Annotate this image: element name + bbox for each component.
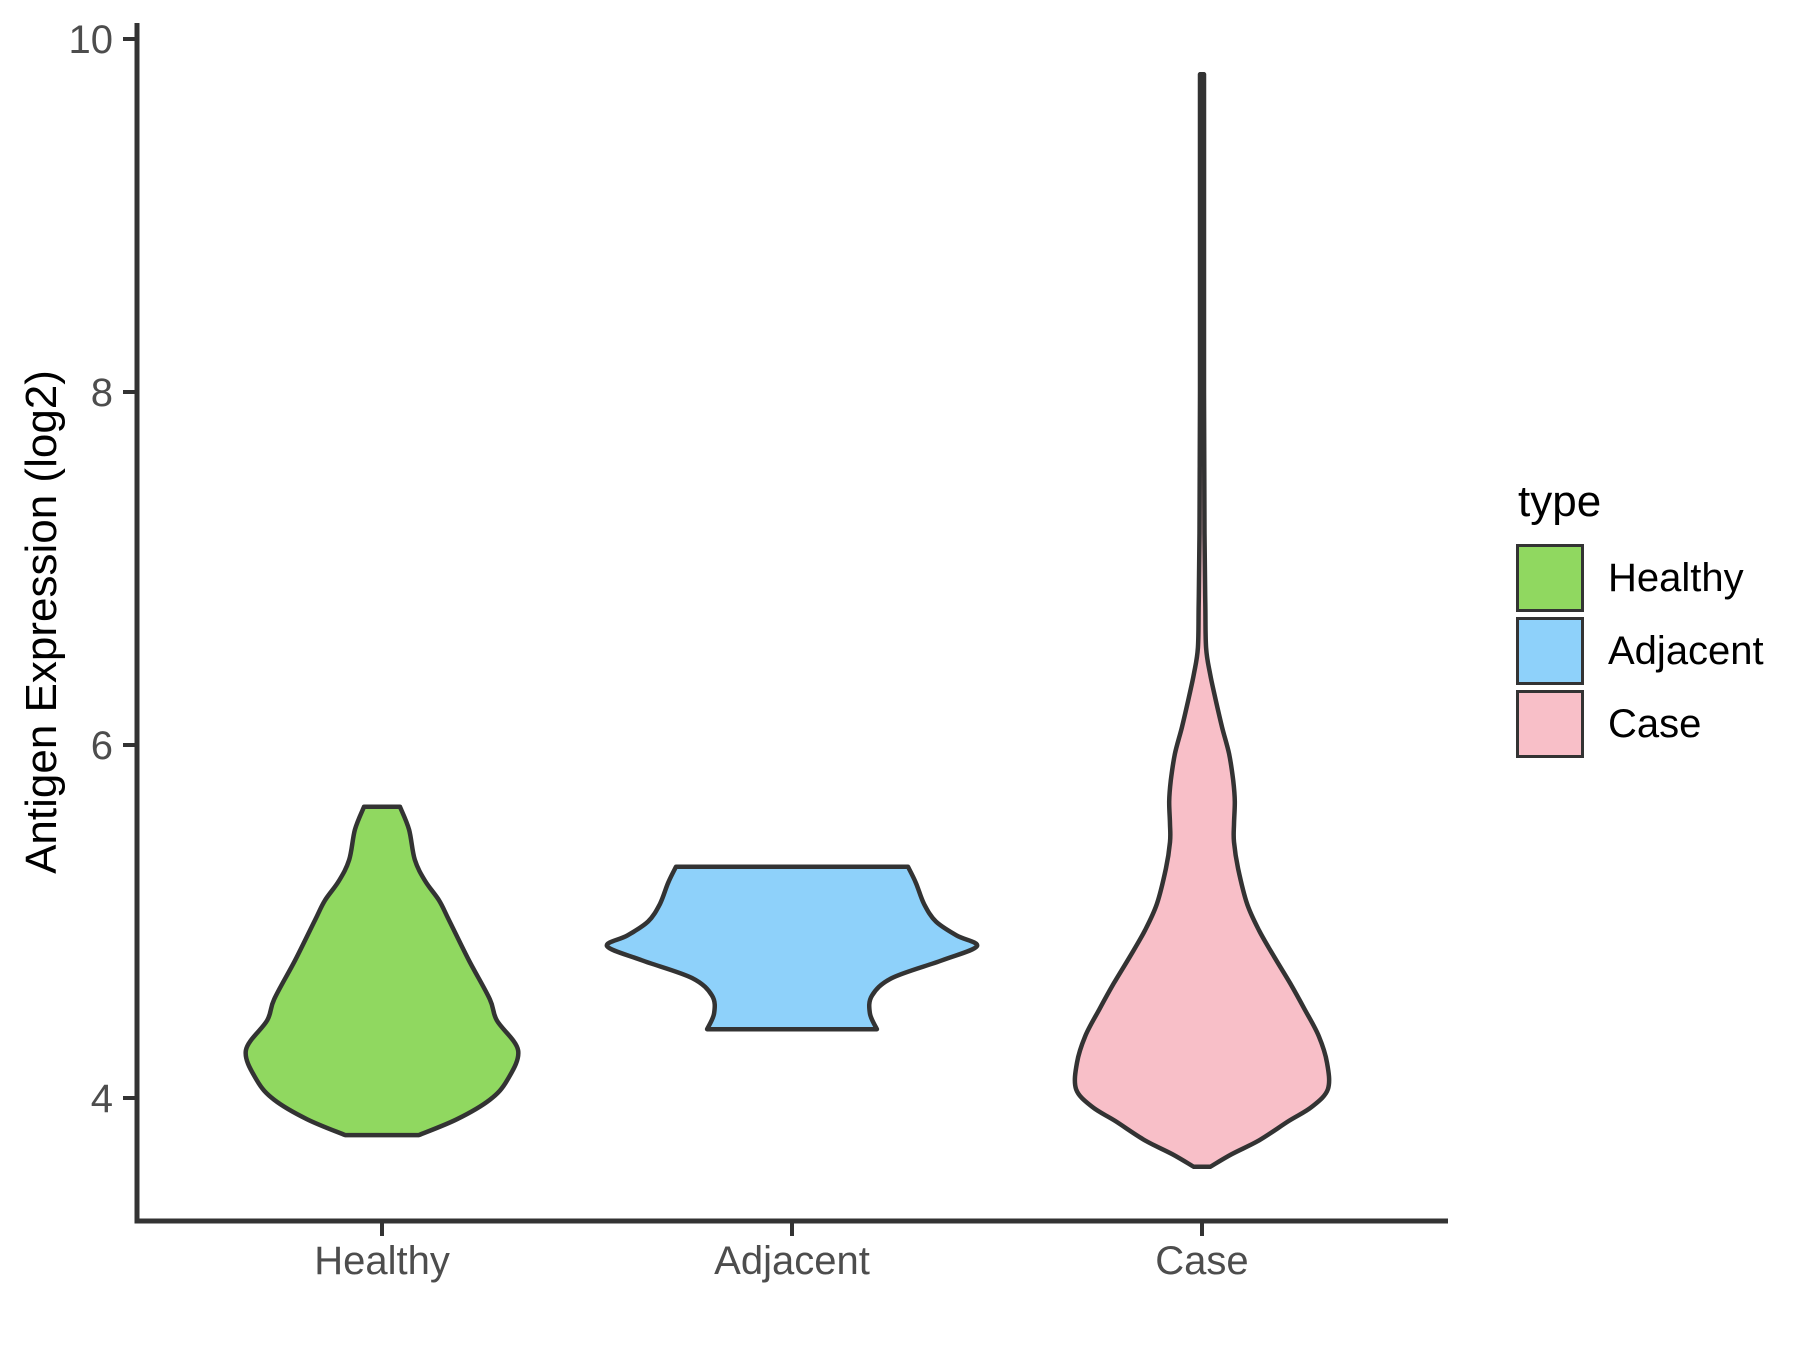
legend-title: type: [1518, 477, 1602, 526]
y-tick-label-8: 8: [91, 371, 113, 415]
y-tick-label-4: 4: [91, 1077, 113, 1121]
legend-swatch-case: [1516, 690, 1584, 758]
legend-label-case: Case: [1608, 701, 1702, 746]
x-tick-label-healthy: Healthy: [314, 1239, 450, 1283]
y-tick-label-10: 10: [69, 18, 114, 62]
legend-item-adjacent: Adjacent: [1516, 617, 1764, 685]
violin-adjacent: [604, 864, 980, 1032]
legend-item-case: Case: [1516, 690, 1764, 758]
y-tick-label-6: 6: [91, 724, 113, 768]
x-tick-label-case: Case: [1155, 1239, 1248, 1283]
legend: type Healthy Adjacent Case: [1516, 478, 1764, 763]
legend-swatch-healthy: [1516, 544, 1584, 612]
violin-case: [1072, 72, 1332, 1170]
legend-swatch-adjacent: [1516, 617, 1584, 685]
y-axis-title: Antigen Expression (log2): [17, 370, 66, 874]
x-tick-label-adjacent: Adjacent: [714, 1239, 870, 1283]
legend-item-healthy: Healthy: [1516, 544, 1764, 612]
legend-label-healthy: Healthy: [1608, 555, 1744, 600]
legend-label-adjacent: Adjacent: [1608, 628, 1764, 673]
violin-healthy: [243, 804, 521, 1138]
